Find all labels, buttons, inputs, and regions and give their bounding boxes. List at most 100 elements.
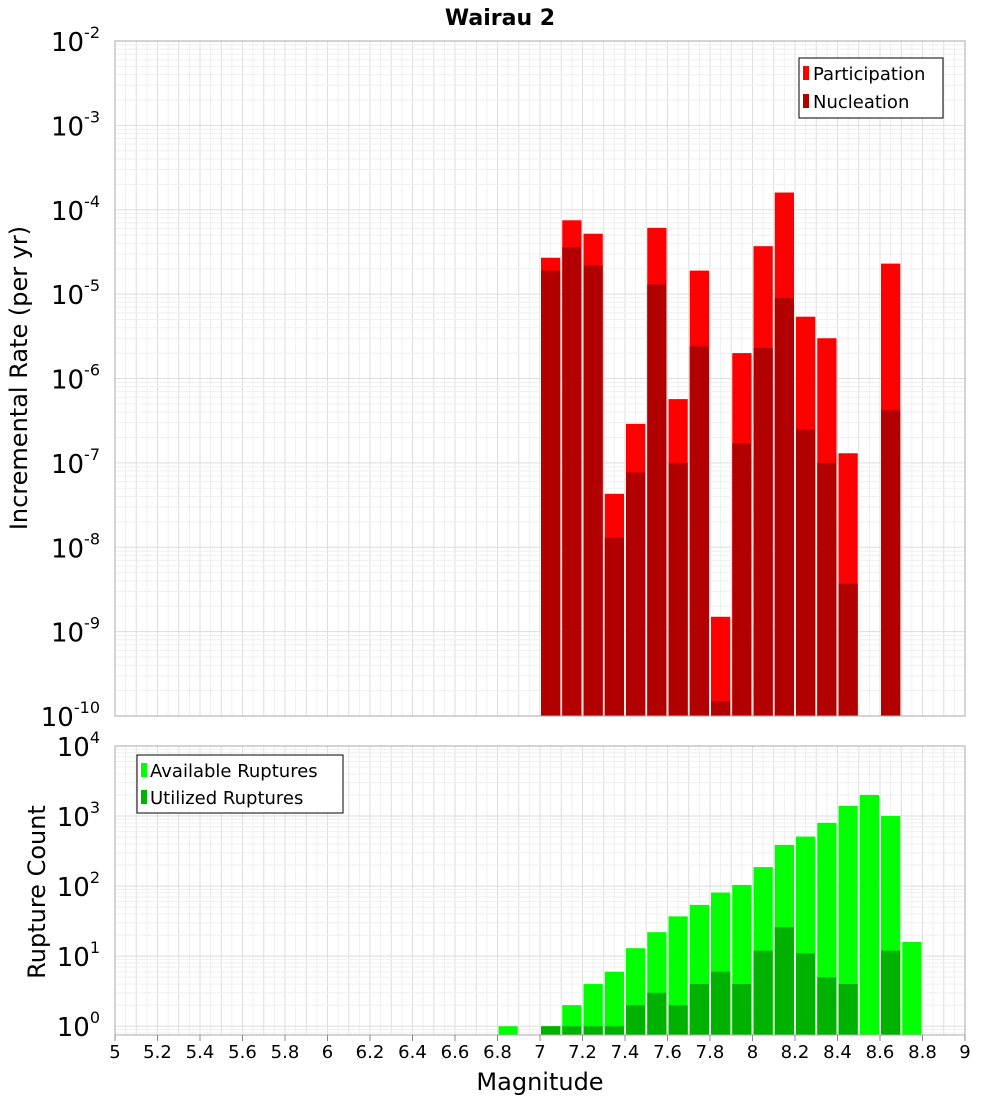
rate-y-tick-label: 10-9 xyxy=(51,614,100,649)
count-y-axis-label: Rupture Count xyxy=(23,805,51,979)
count-y-tick-label: 103 xyxy=(57,798,100,833)
available-legend-swatch xyxy=(141,763,147,777)
x-tick-label: 6.4 xyxy=(398,1042,427,1063)
count-utilized-ruptures-bar xyxy=(753,950,773,1035)
x-tick-label: 8.4 xyxy=(823,1042,852,1063)
rate-nucleation-bar xyxy=(541,270,561,716)
rate-nucleation-bar xyxy=(838,583,858,716)
rate-nucleation-bar xyxy=(647,284,667,716)
rate-y-tick-label: 10-10 xyxy=(41,698,100,733)
count-bars xyxy=(498,794,922,1035)
x-tick-label: 5.8 xyxy=(271,1042,300,1063)
x-tick-label: 8.8 xyxy=(908,1042,937,1063)
count-legend-box xyxy=(136,754,344,814)
count-available-ruptures-bar xyxy=(583,984,603,1035)
rate-nucleation-bar xyxy=(817,462,837,716)
magnitude-x-axis-label: Magnitude xyxy=(476,1068,603,1096)
x-tick-label: 7.8 xyxy=(696,1042,725,1063)
x-tick-label: 6.8 xyxy=(483,1042,512,1063)
rate-nucleation-bar xyxy=(626,472,646,716)
participation-legend-swatch xyxy=(803,66,809,80)
count-utilized-ruptures-bar xyxy=(541,1026,561,1035)
x-tick-label: 5 xyxy=(109,1042,120,1063)
rate-nucleation-bar xyxy=(689,346,709,716)
count-available-ruptures-bar xyxy=(498,1026,518,1035)
count-utilized-ruptures-bar xyxy=(604,1026,624,1035)
count-utilized-ruptures-bar xyxy=(583,1026,603,1035)
utilized-legend-label: Utilized Ruptures xyxy=(150,788,303,809)
count-y-tick-label: 104 xyxy=(57,728,100,763)
rate-nucleation-bar xyxy=(562,247,582,716)
nucleation-legend-label: Nucleation xyxy=(813,92,909,113)
rate-y-tick-label: 10-5 xyxy=(51,276,100,311)
x-tick-label: 5.6 xyxy=(228,1042,257,1063)
count-utilized-ruptures-bar xyxy=(796,953,816,1035)
rate-y-tick-label: 10-3 xyxy=(51,107,100,142)
rate-nucleation-bar xyxy=(583,265,603,716)
rate-y-tick-label: 10-8 xyxy=(51,529,100,564)
count-y-ticks: 100 101 102 103 104 xyxy=(57,728,100,1043)
rate-grid xyxy=(114,40,966,717)
count-utilized-ruptures-bar xyxy=(881,950,901,1035)
x-tick-label: 8 xyxy=(747,1042,758,1063)
count-utilized-ruptures-bar xyxy=(689,984,709,1035)
count-utilized-ruptures-bar xyxy=(732,984,752,1035)
rate-y-tick-label: 10-7 xyxy=(51,445,100,480)
x-tick-label: 8.6 xyxy=(866,1042,895,1063)
count-utilized-ruptures-bar xyxy=(647,992,667,1035)
count-legend: Available Ruptures Utilized Ruptures xyxy=(136,754,344,814)
x-tick-label: 5.4 xyxy=(186,1042,215,1063)
rate-nucleation-bar xyxy=(604,537,624,716)
count-utilized-ruptures-bar xyxy=(774,927,794,1035)
count-utilized-ruptures-bar xyxy=(711,971,731,1035)
magnitude-x-ticks: 5 5.2 5.4 5.6 5.8 6 6.2 6.4 6.6 6.8 7 7.2 7.4 7.6 7.8 8… xyxy=(109,1035,971,1063)
count-utilized-ruptures-bar xyxy=(838,984,858,1035)
count-y-tick-label: 101 xyxy=(57,938,100,973)
x-tick-label: 6.2 xyxy=(356,1042,385,1063)
count-y-tick-label: 100 xyxy=(57,1008,100,1043)
rate-y-ticks: 10-2 10-3 10-4 10-5 10-6 10-7 10-8 10-9 10-10 xyxy=(41,23,100,733)
count-panel: 100 101 102 103 104 5 5.2 5.4 5.6 5.8 6 6.2 6.4 6.6 6… xyxy=(23,728,971,1096)
rate-panel: 10-2 10-3 10-4 10-5 10-6 10-7 10-8 10-9 10-10 In… xyxy=(5,23,966,733)
x-tick-label: 7.2 xyxy=(568,1042,597,1063)
rate-y-axis-label: Incremental Rate (per yr) xyxy=(5,226,33,530)
rate-nucleation-bar xyxy=(796,429,816,716)
rate-y-tick-label: 10-6 xyxy=(51,361,100,396)
chart-title: Wairau 2 xyxy=(445,6,555,31)
count-utilized-ruptures-bar xyxy=(626,1005,646,1035)
participation-legend-label: Participation xyxy=(813,64,925,85)
nucleation-legend-swatch xyxy=(803,94,809,108)
rate-nucleation-bar xyxy=(668,462,688,716)
count-utilized-ruptures-bar xyxy=(668,1005,688,1035)
count-y-tick-label: 102 xyxy=(57,868,100,903)
count-utilized-ruptures-bar xyxy=(817,977,837,1035)
x-tick-label: 6.6 xyxy=(441,1042,470,1063)
rate-y-tick-label: 10-2 xyxy=(51,23,100,58)
rate-legend-box xyxy=(798,57,944,119)
x-tick-label: 6 xyxy=(322,1042,333,1063)
rate-nucleation-bar xyxy=(774,297,794,716)
x-tick-label: 8.2 xyxy=(781,1042,810,1063)
x-tick-label: 7.6 xyxy=(653,1042,682,1063)
rate-legend: Participation Nucleation xyxy=(798,57,944,119)
rate-plot-border xyxy=(114,40,966,717)
rate-y-tick-label: 10-4 xyxy=(51,192,100,227)
rate-nucleation-bar xyxy=(732,443,752,716)
rate-nucleation-bar xyxy=(753,347,773,716)
rate-bars xyxy=(541,192,901,717)
rate-nucleation-bar xyxy=(711,701,731,716)
rate-participation-bar xyxy=(711,616,731,716)
available-legend-label: Available Ruptures xyxy=(150,761,318,782)
x-tick-label: 5.2 xyxy=(143,1042,172,1063)
count-available-ruptures-bar xyxy=(902,941,922,1035)
rate-nucleation-bar xyxy=(881,410,901,716)
count-available-ruptures-bar xyxy=(859,794,879,1035)
x-tick-label: 9 xyxy=(959,1042,970,1063)
count-available-ruptures-bar xyxy=(838,805,858,1035)
count-available-ruptures-bar xyxy=(604,971,624,1035)
count-utilized-ruptures-bar xyxy=(562,1026,582,1035)
utilized-legend-swatch xyxy=(141,790,147,804)
x-tick-label: 7.4 xyxy=(611,1042,640,1063)
x-tick-label: 7 xyxy=(534,1042,545,1063)
